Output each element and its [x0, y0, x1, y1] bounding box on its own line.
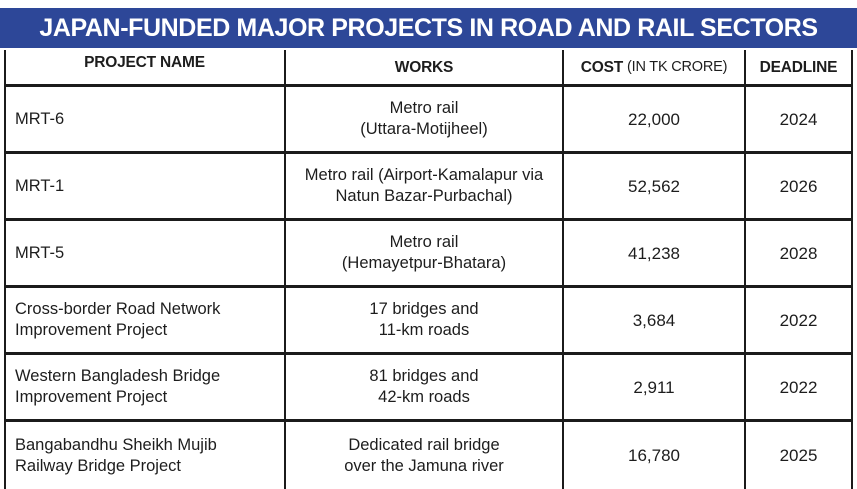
cost-cell: 16,780 [564, 422, 746, 489]
table-header-row: PROJECT NAME WORKS COST (IN TK CRORE) DE… [6, 50, 851, 87]
project-name-cell: Cross-border Road Network Improvement Pr… [6, 288, 286, 352]
projects-table: PROJECT NAME WORKS COST (IN TK CRORE) DE… [4, 50, 853, 489]
deadline-cell: 2022 [779, 377, 818, 397]
col-header-cost-unit: (IN TK CRORE) [627, 58, 728, 75]
col-header-cost-label: COST [580, 58, 623, 76]
works-line-1: Metro rail [389, 99, 459, 117]
works-line-1: Metro rail (Airport-Kamalapur via [304, 166, 544, 184]
table-row: MRT-1 Metro rail (Airport-Kamalapur via … [6, 154, 851, 221]
project-name-cell: MRT-5 [6, 221, 286, 285]
works-line-2: over the Jamuna river [344, 456, 504, 475]
col-header-deadline: DEADLINE [759, 58, 838, 76]
project-name-cell: Bangabandhu Sheikh Mujib Railway Bridge … [6, 422, 286, 489]
works-line-2: (Hemayetpur-Bhatara) [341, 254, 507, 272]
works-cell: Dedicated rail bridge over the Jamuna ri… [286, 422, 564, 489]
works-cell: 17 bridges and 11-km roads [286, 288, 564, 352]
cost-cell: 41,238 [564, 221, 746, 285]
works-cell: Metro rail (Hemayetpur-Bhatara) [286, 221, 564, 285]
table-row: MRT-5 Metro rail (Hemayetpur-Bhatara) 41… [6, 221, 851, 288]
deadline-cell: 2024 [779, 109, 818, 129]
works-cell: Metro rail (Uttara-Motijheel) [286, 87, 564, 151]
table-row: Cross-border Road Network Improvement Pr… [6, 288, 851, 355]
deadline-cell: 2025 [779, 446, 818, 465]
table-row: MRT-6 Metro rail (Uttara-Motijheel) 22,0… [6, 87, 851, 154]
works-line-1: 17 bridges and [369, 300, 479, 318]
cost-cell: 2,911 [564, 355, 746, 419]
works-line-1: Dedicated rail bridge [348, 435, 500, 454]
deadline-cell: 2028 [779, 243, 818, 263]
project-name-cell: Western Bangladesh Bridge Improvement Pr… [6, 355, 286, 419]
deadline-cell: 2026 [779, 176, 818, 196]
works-line-2: (Uttara-Motijheel) [360, 120, 488, 138]
col-header-works: WORKS [286, 50, 564, 84]
table-row: Bangabandhu Sheikh Mujib Railway Bridge … [6, 422, 851, 489]
works-line-2: 11-km roads [378, 321, 470, 339]
col-header-project-name: PROJECT NAME [6, 50, 286, 84]
project-name-cell: MRT-6 [6, 87, 286, 151]
cost-cell: 52,562 [564, 154, 746, 218]
cost-cell: 22,000 [564, 87, 746, 151]
title-banner: JAPAN-FUNDED MAJOR PROJECTS IN ROAD AND … [0, 8, 857, 48]
cost-cell: 3,684 [564, 288, 746, 352]
works-line-2: Natun Bazar-Purbachal) [335, 187, 513, 205]
deadline-cell: 2022 [779, 310, 818, 330]
works-line-1: 81 bridges and [369, 367, 479, 385]
col-header-cost: COST (IN TK CRORE) [564, 50, 746, 84]
works-cell: Metro rail (Airport-Kamalapur via Natun … [286, 154, 564, 218]
project-name-cell: MRT-1 [6, 154, 286, 218]
page-title: JAPAN-FUNDED MAJOR PROJECTS IN ROAD AND … [39, 13, 818, 42]
works-line-2: 42-km roads [378, 388, 470, 406]
table-row: Western Bangladesh Bridge Improvement Pr… [6, 355, 851, 422]
works-cell: 81 bridges and 42-km roads [286, 355, 564, 419]
works-line-1: Metro rail [389, 233, 459, 251]
